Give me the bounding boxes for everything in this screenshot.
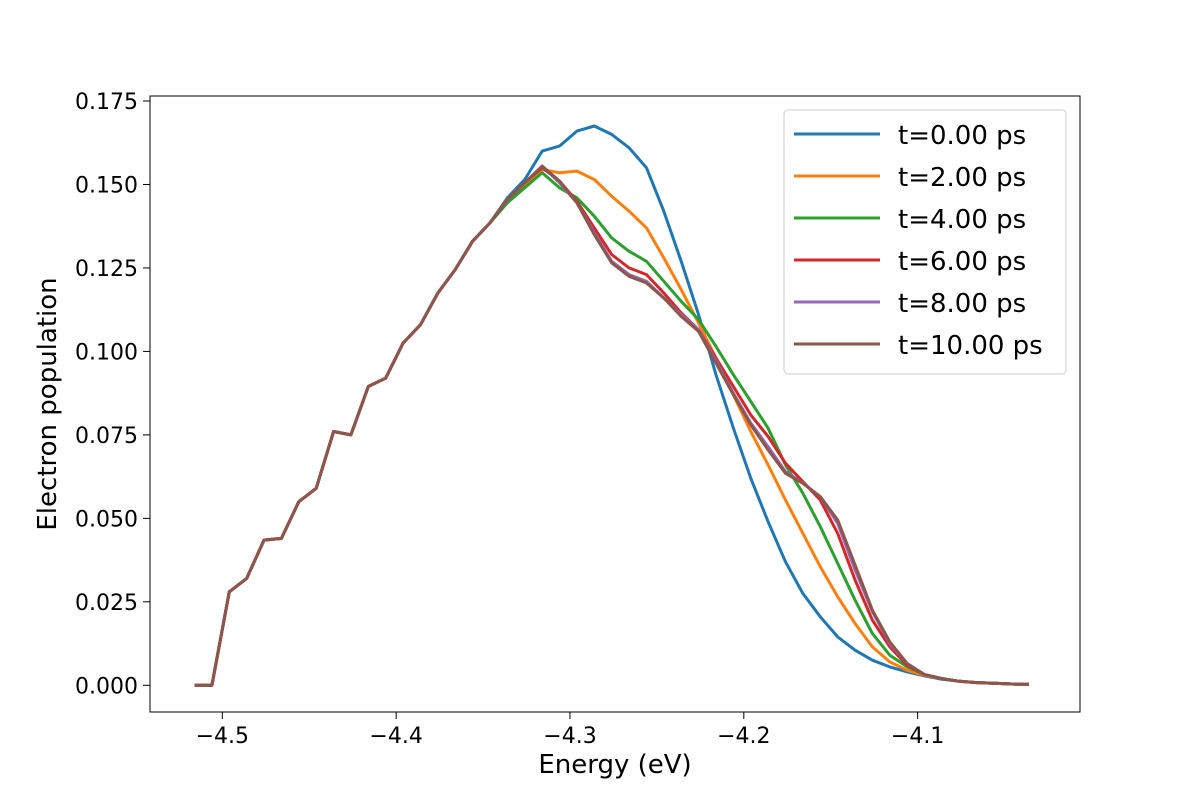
x-tick-label: −4.2: [717, 724, 770, 749]
x-tick-label: −4.3: [543, 724, 596, 749]
legend-label: t=4.00 ps: [898, 205, 1026, 235]
x-axis-label: Energy (eV): [538, 750, 691, 780]
y-axis-label: Electron population: [33, 277, 63, 530]
y-tick-label: 0.025: [75, 591, 138, 616]
legend-label: t=10.00 ps: [898, 331, 1043, 361]
y-tick-label: 0.050: [75, 507, 138, 532]
legend-label: t=2.00 ps: [898, 163, 1026, 193]
x-tick-label: −4.4: [369, 724, 422, 749]
legend-label: t=8.00 ps: [898, 289, 1026, 319]
y-tick-label: 0.100: [75, 340, 138, 365]
plot-frame: [149, 95, 1081, 713]
x-axis-ticks: −4.5 −4.4 −4.3 −4.2 −4.1: [196, 712, 944, 749]
y-tick-label: 0.075: [75, 424, 138, 449]
y-tick-label: 0.125: [75, 257, 138, 282]
series-line-6: [194, 164, 1029, 687]
y-axis-ticks: 0.000 0.025 0.050 0.075 0.100 0.125 0.150 0.175: [75, 90, 150, 699]
legend: t=0.00 ps t=2.00 ps t=4.00 ps t=6.00 ps t=8.…: [783, 109, 1067, 375]
x-tick-label: −4.1: [891, 724, 944, 749]
legend-label: t=6.00 ps: [898, 247, 1026, 277]
series-lines: [194, 124, 1029, 687]
legend-label: t=0.00 ps: [898, 121, 1026, 151]
y-tick-label: 0.175: [75, 90, 138, 115]
x-tick-label: −4.5: [196, 724, 249, 749]
y-tick-label: 0.150: [75, 173, 138, 198]
y-tick-label: 0.000: [75, 674, 138, 699]
